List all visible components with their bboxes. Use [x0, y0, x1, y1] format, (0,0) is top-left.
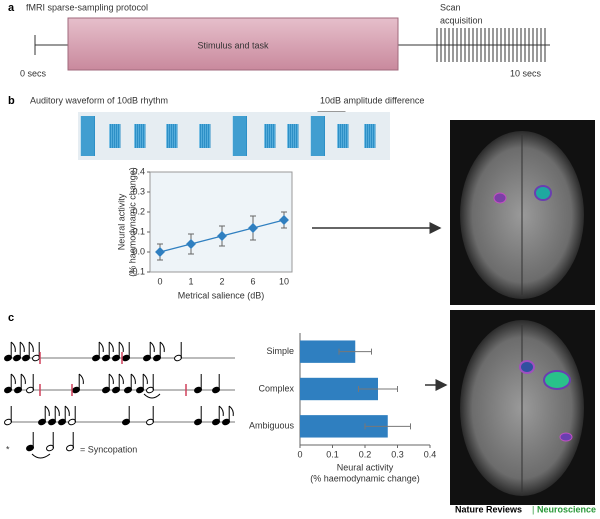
y-axis-label: (% haemodynamic change): [127, 167, 137, 277]
activation: [543, 370, 571, 390]
journal: Nature Reviews: [455, 504, 522, 514]
burst: [109, 124, 121, 148]
burst: [287, 124, 299, 148]
x-tick-label: 6: [250, 276, 255, 286]
note-flag: [108, 373, 114, 385]
music-notation: [4, 341, 235, 459]
note-flag: [228, 405, 234, 417]
end-label: 10 secs: [510, 68, 542, 78]
box-label: Stimulus and task: [197, 40, 269, 50]
x-tick-label: 2: [219, 276, 224, 286]
note-flag: [130, 373, 136, 385]
burst: [134, 124, 146, 148]
y-tick-label: Complex: [258, 383, 294, 393]
x-tick-label: 0.1: [326, 449, 339, 459]
point: [248, 223, 258, 233]
note-flag: [149, 341, 155, 353]
x-tick-label: 0: [157, 276, 162, 286]
y-tick-label: 0.1: [132, 226, 145, 236]
y-tick-label: 0.2: [132, 206, 145, 216]
star: *: [6, 444, 10, 454]
burst: [166, 124, 178, 148]
note-flag: [78, 373, 84, 385]
scan-lines: [436, 28, 546, 62]
burst: [199, 124, 211, 148]
burst: [364, 124, 376, 148]
x-axis-label: (% haemodynamic change): [310, 473, 420, 483]
activation: [559, 432, 573, 442]
syncopation-label: = Syncopation: [80, 444, 137, 454]
burst: [337, 124, 349, 148]
separator: |: [532, 504, 534, 514]
x-axis-label: Metrical salience (dB): [178, 290, 265, 300]
plot-area: [149, 171, 293, 273]
stimulus-box: [67, 17, 399, 71]
note-flag: [218, 405, 224, 417]
bar: [300, 415, 388, 438]
note-flag: [108, 341, 114, 353]
note-flag: [118, 373, 124, 385]
y-axis-label: Neural activity: [116, 193, 126, 250]
note-flag: [10, 373, 16, 385]
panel-label: c: [8, 312, 14, 324]
x-tick-label: 0.3: [391, 449, 404, 459]
tie: [31, 453, 51, 459]
error-bar: [338, 348, 372, 355]
note-flag: [28, 341, 34, 353]
burst: [264, 124, 276, 148]
burst: [233, 116, 247, 156]
waveform-title: Auditory waveform of 10dB rhythm: [30, 95, 168, 105]
waveform: [80, 116, 376, 156]
bar: [300, 377, 378, 401]
activation: [534, 185, 552, 201]
burst: [311, 116, 325, 156]
x-tick-label: 0.4: [424, 449, 437, 459]
x-axis-label: Neural activity: [337, 462, 394, 472]
note-flag: [159, 341, 165, 353]
burst: [81, 116, 95, 156]
note-flag: [44, 405, 50, 417]
note-flag: [10, 341, 16, 353]
y-tick-label: -0.1: [129, 266, 145, 276]
x-tick-label: 10: [279, 276, 289, 286]
x-tick-label: 0: [297, 449, 302, 459]
panel-label: a: [8, 2, 15, 14]
y-tick-label: Ambiguous: [249, 421, 295, 431]
y-tick-label: 0.3: [132, 186, 145, 196]
note-flag: [54, 405, 60, 417]
note-flag: [64, 405, 70, 417]
scan-label: Scan: [440, 2, 461, 12]
point: [279, 215, 289, 225]
x-tick-label: 1: [188, 276, 193, 286]
note-flag: [98, 341, 104, 353]
error-bar: [364, 423, 411, 430]
tie: [143, 393, 161, 399]
y-tick-label: 0.0: [132, 246, 145, 256]
error-bar: [358, 386, 398, 392]
start-label: 0 secs: [20, 68, 47, 78]
note-flag: [142, 373, 148, 385]
point: [217, 231, 227, 241]
note-flag: [20, 373, 26, 385]
activation: [519, 360, 535, 374]
note-flag: [118, 341, 124, 353]
panel-title: fMRI sparse-sampling protocol: [26, 2, 148, 12]
bar: [300, 340, 356, 363]
activation: [493, 192, 507, 204]
y-tick-label: Simple: [266, 346, 294, 356]
section: Neuroscience: [537, 504, 596, 514]
point: [155, 247, 165, 257]
x-tick-label: 0.2: [359, 449, 372, 459]
note-flag: [19, 341, 25, 353]
point: [186, 239, 196, 249]
scan-label: acquisition: [440, 15, 483, 25]
panel-label: b: [8, 95, 15, 107]
annotation: 10dB amplitude difference: [320, 95, 424, 105]
y-tick-label: 0.4: [132, 166, 145, 176]
